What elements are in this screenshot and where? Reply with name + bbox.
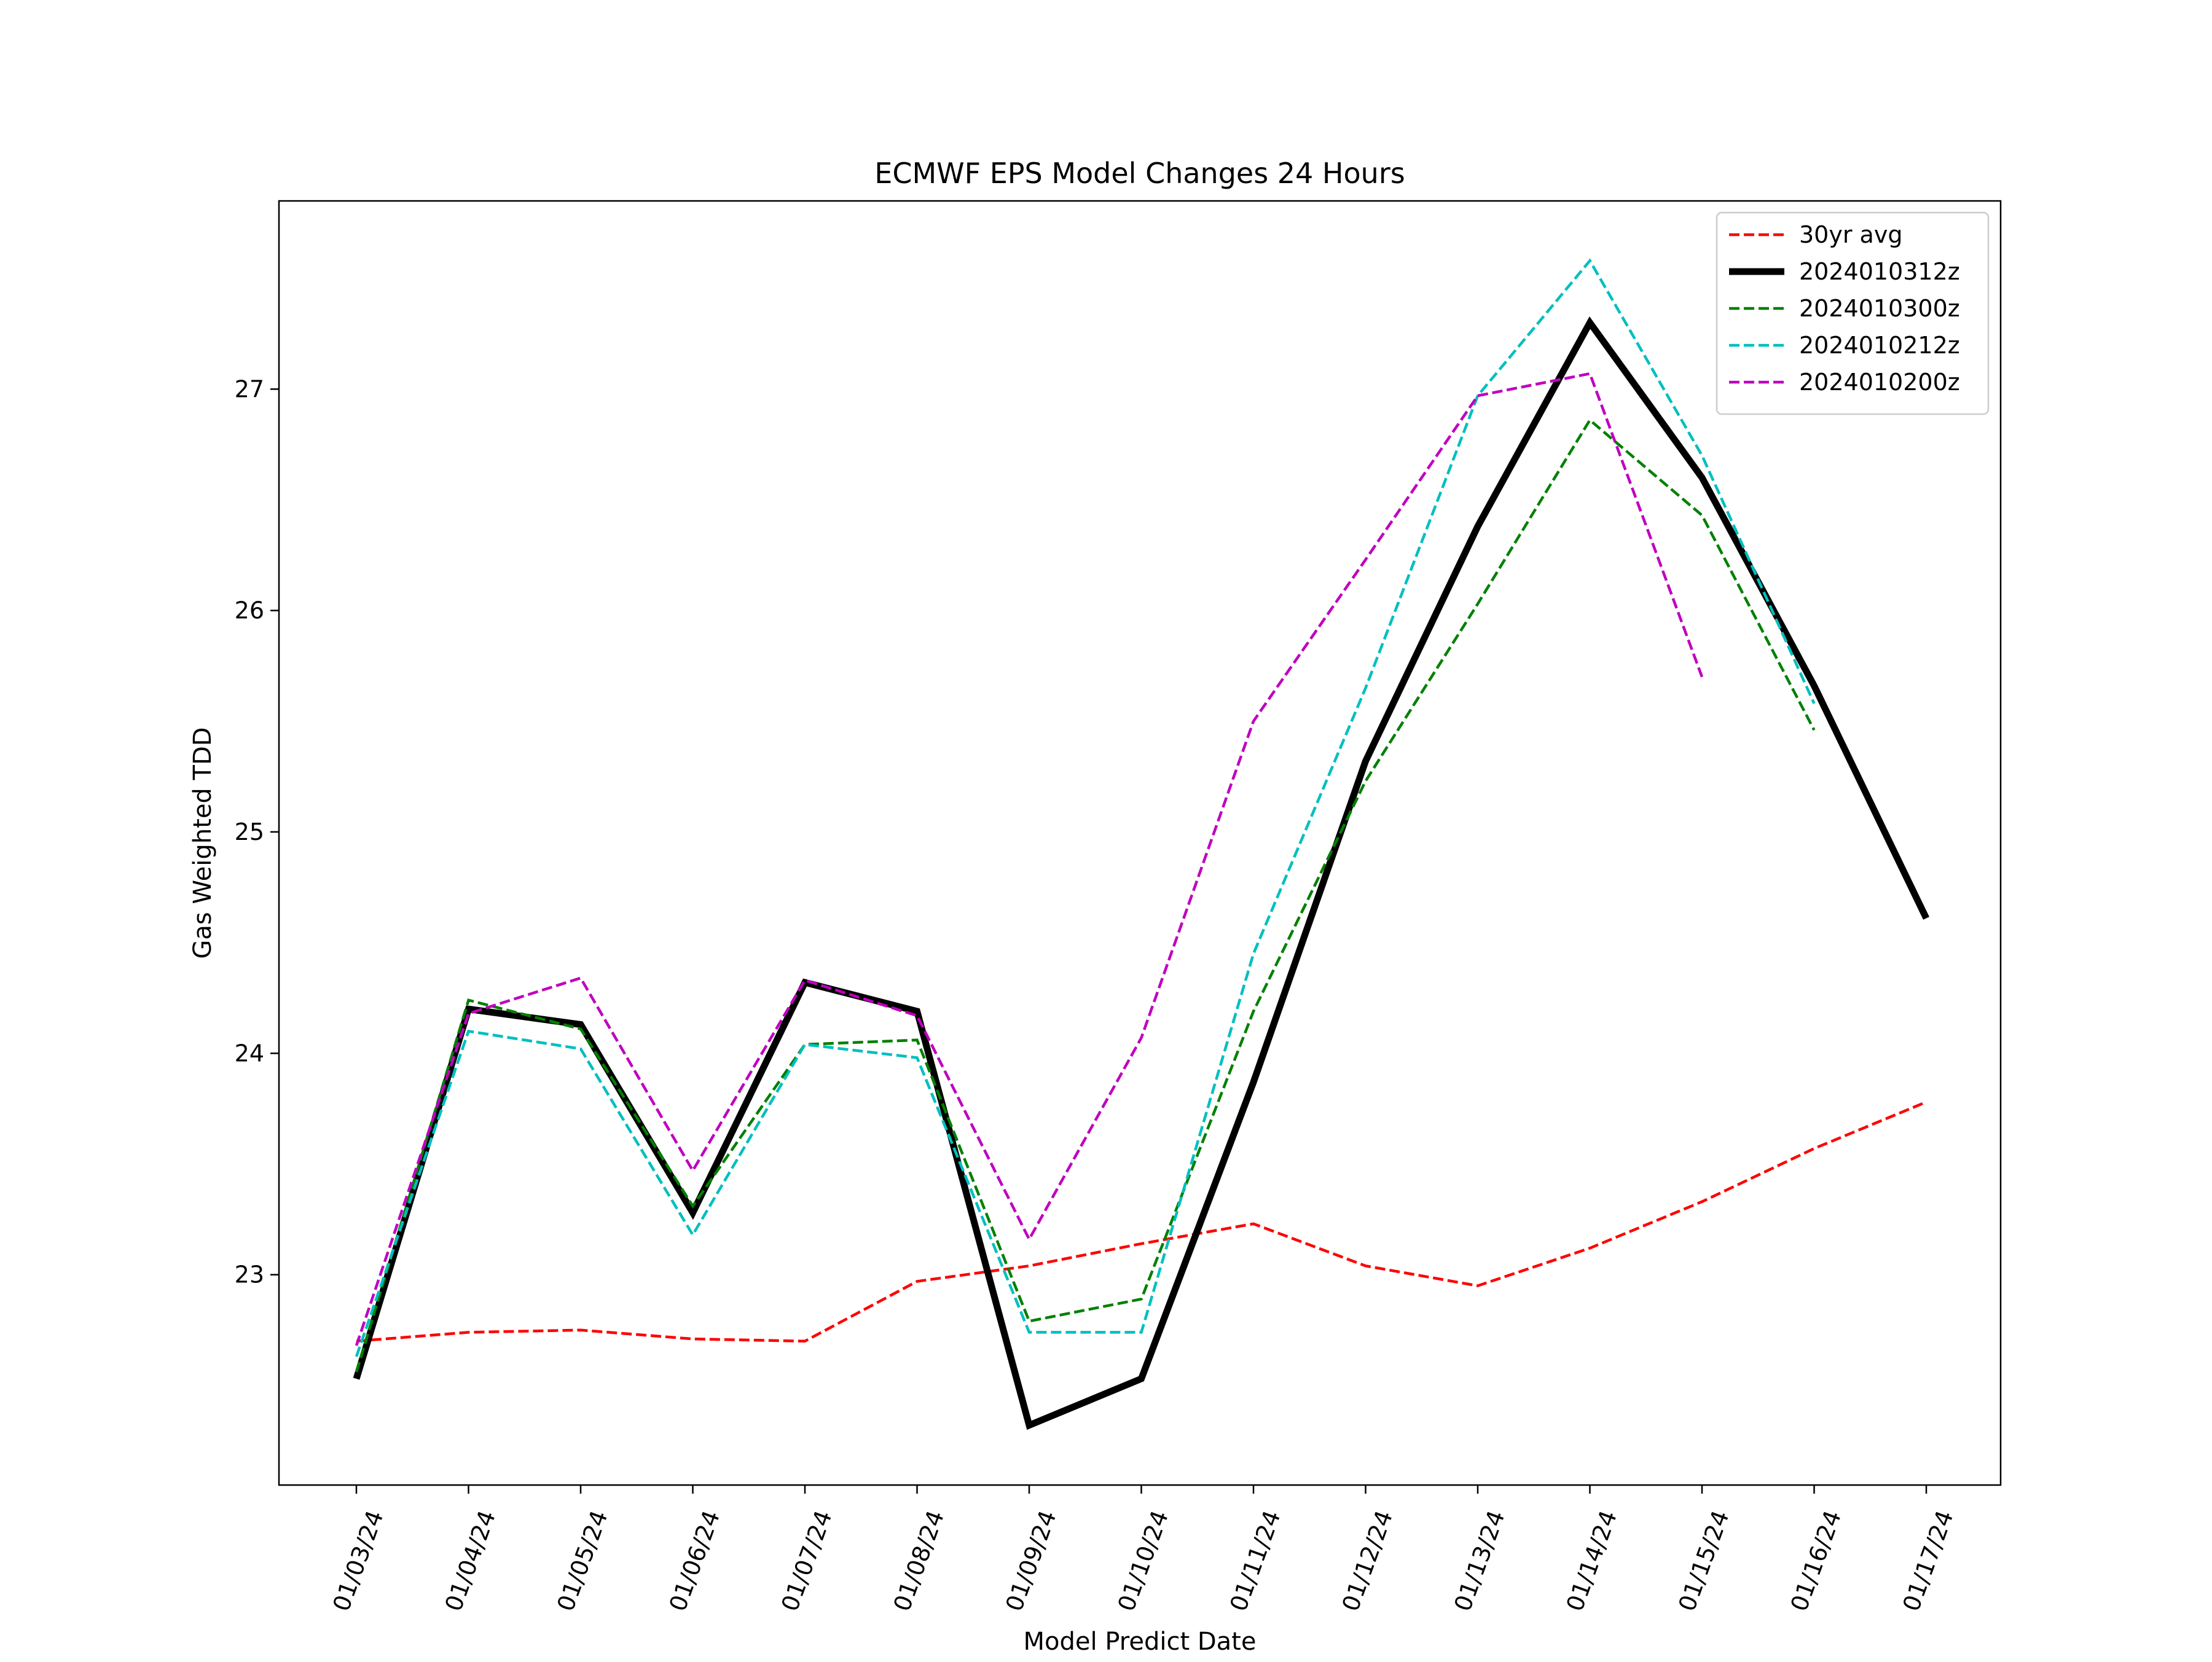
series-line-0 <box>356 1100 1927 1343</box>
legend-label-4: 2024010200z <box>1799 369 1960 396</box>
plot-frame <box>278 200 2002 1486</box>
legend-box <box>1716 211 1990 415</box>
chart-title: ECMWF EPS Model Changes 24 Hours <box>874 157 1405 190</box>
series-layer <box>353 258 1929 1430</box>
legend-label-3: 2024010212z <box>1799 332 1960 359</box>
series-line-2 <box>355 418 1816 1373</box>
y-tick-label: 25 <box>235 818 264 845</box>
series-line-3 <box>355 258 1816 1357</box>
legend-label-1: 2024010312z <box>1799 258 1960 285</box>
y-axis: 23 24 25 26 27 <box>235 375 279 1288</box>
y-tick-label: 26 <box>235 597 264 624</box>
y-tick-label: 27 <box>235 375 264 402</box>
legend: 30yr avg 2024010312z 2024010300z 2024010212… <box>1716 211 1990 415</box>
legend-label-2: 2024010300z <box>1799 295 1960 322</box>
y-tick-label: 24 <box>235 1040 264 1067</box>
y-axis-label: Gas Weighted TDD <box>189 727 217 958</box>
legend-label-0: 30yr avg <box>1799 221 1902 248</box>
series-line-1 <box>353 316 1929 1430</box>
x-axis-label: Model Predict Date <box>1024 1628 1257 1656</box>
y-tick-label: 23 <box>235 1261 264 1288</box>
